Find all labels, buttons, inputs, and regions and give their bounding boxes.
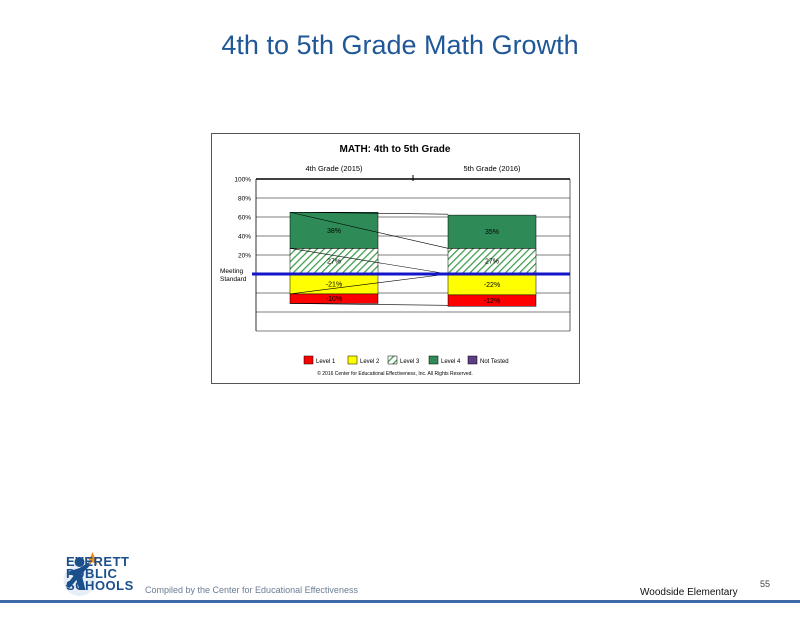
logo-line: EVERETT	[66, 554, 130, 569]
school-name: Woodside Elementary	[640, 587, 738, 598]
legend-swatch	[303, 355, 314, 365]
legend-label: Level 1	[316, 359, 336, 365]
category-label: 4th Grade (2015)	[305, 164, 363, 173]
logo-wordmark: EVERETT PUBLIC SCHOOLS	[66, 554, 134, 593]
legend-label: Level 2	[360, 359, 380, 365]
growth-connector	[289, 248, 449, 275]
growth-connector	[289, 273, 449, 295]
meeting-standard-label: Meeting	[220, 268, 244, 275]
y-tick-label: 80%	[238, 196, 251, 203]
y-tick-label: 40%	[238, 234, 251, 241]
y-tick-label: 60%	[238, 215, 251, 222]
legend-swatch	[428, 355, 439, 365]
legend-swatch	[387, 355, 398, 365]
growth-connector	[289, 303, 449, 306]
logo-line: SCHOOLS	[66, 578, 134, 593]
data-label: 27%	[327, 259, 341, 266]
chart-title: MATH: 4th to 5th Grade	[340, 144, 451, 155]
legend-label: Not Tested	[480, 359, 509, 365]
bar-segment	[447, 294, 537, 307]
legend-swatch	[347, 355, 358, 365]
data-label: 38%	[327, 228, 341, 235]
legend-label: Level 3	[400, 359, 420, 365]
footer-divider	[0, 600, 800, 603]
bar-segment	[289, 293, 379, 304]
growth-connector	[289, 211, 449, 249]
logo-line: PUBLIC	[66, 566, 118, 581]
y-tick-label: 20%	[238, 253, 251, 260]
math-growth-chart: MATH: 4th to 5th Grade 100% 80% 60% 40% 20% 4…	[220, 144, 571, 377]
bar-segment	[447, 248, 537, 275]
data-label: -12%	[484, 298, 500, 305]
data-label: -21%	[326, 281, 342, 288]
compiled-by-credit: Compiled by the Center for Educational E…	[145, 585, 358, 595]
slide-title: 4th to 5th Grade Math Growth	[221, 30, 579, 60]
legend-label: Level 4	[441, 359, 461, 365]
data-label: 27%	[485, 259, 499, 266]
everett-logo-icon	[63, 552, 100, 596]
growth-connector	[289, 211, 449, 215]
category-label: 5th Grade (2016)	[463, 164, 521, 173]
data-label: -22%	[484, 282, 500, 289]
data-label: -10%	[326, 296, 342, 303]
chart-container: MATH: 4th to 5th Grade 100% 80% 60% 40% 20% 4…	[211, 133, 580, 384]
meeting-standard-label: Standard	[220, 276, 247, 283]
bar-segment	[447, 214, 537, 249]
bar-segment	[289, 212, 379, 249]
page-number: 55	[760, 579, 771, 589]
copyright-note: © 2016 Center for Educational Effectiven…	[317, 370, 473, 377]
data-label: 35%	[485, 229, 499, 236]
legend-swatch	[467, 355, 478, 365]
y-tick-label: 100%	[234, 177, 251, 184]
